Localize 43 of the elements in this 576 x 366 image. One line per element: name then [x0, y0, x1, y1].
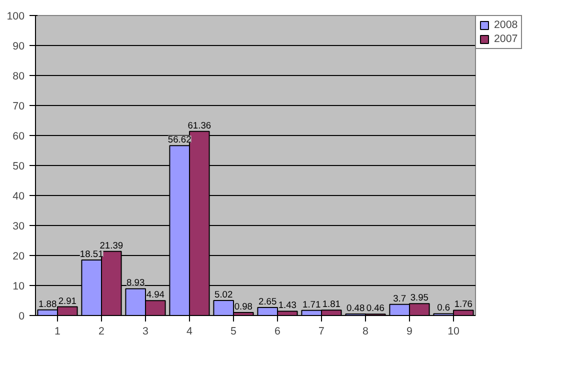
data-label: 8.93 — [126, 278, 145, 288]
x-tick-label: 10 — [448, 326, 460, 338]
data-label: 1.71 — [302, 299, 321, 310]
legend-label: 2007 — [494, 33, 518, 45]
data-label: 0.48 — [346, 303, 365, 314]
x-tick-label: 4 — [186, 326, 193, 338]
data-label: 2.91 — [58, 296, 76, 306]
x-tick-label: 7 — [318, 326, 325, 338]
y-tick-label: 40 — [12, 190, 25, 202]
data-label: 1.88 — [38, 298, 57, 309]
x-tick-label: 2 — [98, 326, 105, 338]
data-label: 0.6 — [437, 302, 450, 313]
y-tick-label: 70 — [12, 100, 25, 112]
data-label: 3.7 — [393, 293, 406, 304]
x-tick-label: 1 — [54, 326, 61, 338]
data-label: 0.98 — [234, 302, 252, 312]
y-tick-label: 10 — [12, 280, 25, 292]
y-tick-label: 90 — [12, 40, 25, 52]
data-label: 2.65 — [258, 296, 277, 307]
y-tick-label: 60 — [12, 130, 25, 142]
data-label: 1.43 — [278, 300, 296, 310]
legend-label: 2008 — [494, 19, 518, 31]
data-label: 0.46 — [366, 303, 384, 314]
y-tick-label: 30 — [12, 220, 25, 232]
x-tick-label: 6 — [274, 326, 281, 338]
x-tick-label: 9 — [406, 326, 413, 338]
y-tick-label: 50 — [12, 160, 25, 172]
data-label: 18.51 — [80, 248, 104, 259]
y-tick-label: 20 — [12, 250, 25, 262]
data-label: 56.62 — [168, 134, 192, 145]
y-tick-label: 100 — [6, 10, 25, 22]
x-tick-label: 5 — [230, 326, 237, 338]
data-label: 1.76 — [454, 299, 472, 310]
y-tick-label: 80 — [12, 70, 25, 82]
data-label: 5.02 — [214, 289, 233, 300]
data-label: 1.81 — [322, 299, 340, 310]
x-tick-label: 8 — [362, 326, 369, 338]
data-label: 4.94 — [146, 290, 164, 300]
y-tick-label: 0 — [18, 310, 25, 322]
data-label: 21.39 — [100, 240, 124, 250]
data-label: 3.95 — [410, 292, 428, 303]
data-label: 61.36 — [188, 120, 212, 130]
x-tick-label: 3 — [142, 326, 149, 338]
